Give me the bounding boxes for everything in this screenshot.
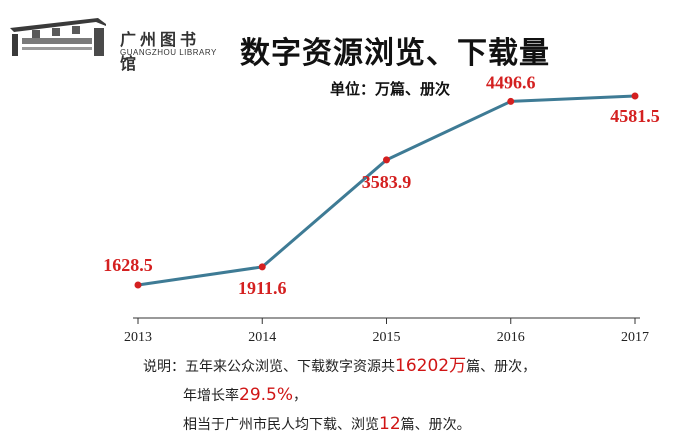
data-point [134, 281, 142, 289]
x-tick-label: 2015 [373, 330, 401, 345]
note-line1-tail: 篇、册次， [466, 359, 537, 375]
data-point [631, 92, 639, 100]
library-name-en: GUANGZHOU LIBRARY [120, 48, 217, 57]
note-line-3: 相当于广州市民人均下载、浏览12篇、册次。 [143, 410, 683, 439]
line-chart: 2013 2014 2015 2016 2017 1628.5 1911.6 3583.9 44… [103, 72, 660, 345]
unit-label: 单位：万篇、册次 [330, 80, 451, 98]
data-label: 1628.5 [103, 255, 153, 275]
x-tick-label: 2017 [621, 330, 649, 345]
note-line3-tail: 篇、册次。 [400, 417, 471, 433]
library-logo: 广州图书馆 GUANGZHOU LIBRARY [8, 14, 218, 73]
note-prefix: 说明： [143, 359, 185, 375]
note-line2-text: 年增长率 [183, 388, 239, 404]
library-name-cn: 广州图书馆 [120, 30, 201, 73]
data-label: 1911.6 [238, 278, 287, 298]
page-title: 数字资源浏览、下载量 [240, 36, 550, 71]
data-point [507, 97, 515, 105]
note-total-value: 16202万 [395, 356, 467, 376]
explanation-note: 说明：五年来公众浏览、下载数字资源共16202万篇、册次， 年增长率29.5%，… [143, 352, 683, 439]
data-label: 4581.5 [610, 106, 660, 126]
x-tick-label: 2014 [248, 330, 276, 345]
note-growth-value: 29.5% [239, 385, 294, 405]
note-line2-tail: ， [293, 388, 308, 404]
note-line3-text: 相当于广州市民人均下载、浏览 [183, 417, 379, 433]
note-per-capita-value: 12 [379, 414, 401, 434]
note-line1-text: 五年来公众浏览、下载数字资源共 [185, 359, 395, 375]
data-point [258, 263, 266, 271]
library-building-icon [10, 18, 106, 56]
x-tick-label: 2013 [124, 330, 152, 345]
data-label: 4496.6 [486, 72, 536, 92]
note-line-2: 年增长率29.5%， [143, 381, 683, 410]
data-point [383, 156, 390, 164]
data-label: 3583.9 [362, 172, 412, 192]
note-line-1: 说明：五年来公众浏览、下载数字资源共16202万篇、册次， [143, 352, 683, 381]
x-tick-label: 2016 [497, 330, 525, 345]
